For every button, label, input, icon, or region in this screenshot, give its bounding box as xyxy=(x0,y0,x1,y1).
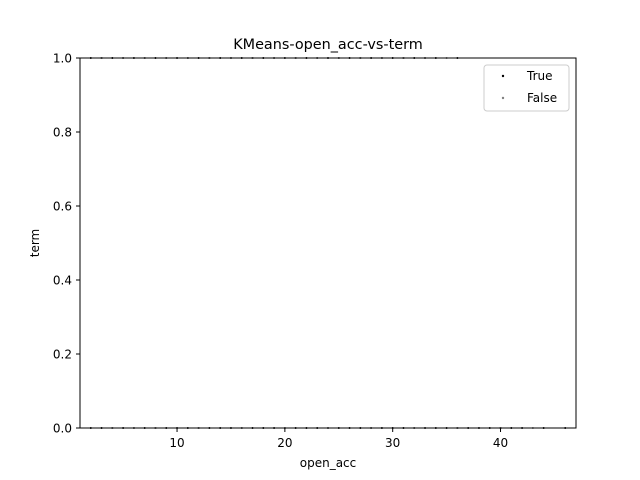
x-tick-label-2: 30 xyxy=(385,436,400,450)
y-tick-label-4: 0.8 xyxy=(53,126,72,140)
legend-marker-true xyxy=(501,74,505,78)
chart-title: KMeans-open_acc-vs-term xyxy=(233,37,423,53)
y-tick-label-2: 0.4 xyxy=(53,274,72,288)
y-tick-label-3: 0.6 xyxy=(53,200,72,214)
legend-label-false: False xyxy=(527,91,557,105)
ticks-layer: 10 20 30 40 0.0 0.2 0.4 0.6 0.8 1.0 xyxy=(53,52,508,451)
x-tick-label-0: 10 xyxy=(169,436,184,450)
legend-box xyxy=(483,64,570,112)
y-tick-label-1: 0.2 xyxy=(53,348,72,362)
legend: True False xyxy=(483,64,570,112)
y-axis-label: term xyxy=(28,229,42,258)
axes-background xyxy=(80,58,576,428)
x-tick-label-1: 20 xyxy=(277,436,292,450)
legend-label-true: True xyxy=(526,69,553,83)
x-axis-label: open_acc xyxy=(300,456,357,470)
x-tick-label-3: 40 xyxy=(493,436,508,450)
y-tick-label-5: 1.0 xyxy=(53,52,72,66)
legend-marker-false xyxy=(501,96,505,100)
axes-frame xyxy=(79,57,577,429)
y-tick-label-0: 0.0 xyxy=(53,422,72,436)
